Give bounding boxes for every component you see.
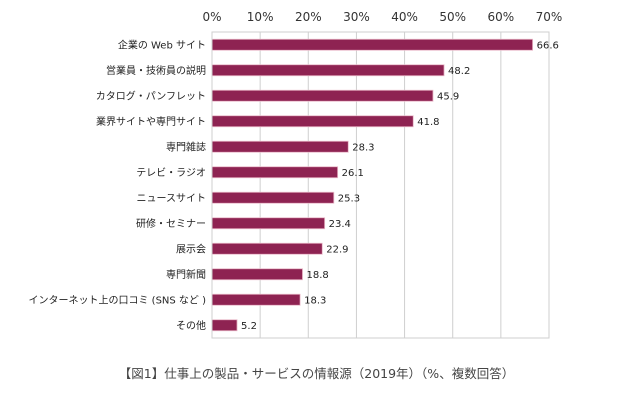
category-labels: 企業の Web サイト営業員・技術員の説明カタログ・パンフレット業界サイトや専門… <box>28 38 206 332</box>
value-label: 18.3 <box>304 295 326 306</box>
category-label: 専門新聞 <box>166 268 206 281</box>
bar <box>211 140 349 153</box>
category-label: 展示会 <box>176 242 206 255</box>
x-tick-label: 30% <box>343 10 370 24</box>
bar <box>211 293 301 306</box>
bar <box>211 242 323 255</box>
category-label: その他 <box>176 319 206 332</box>
value-label: 23.4 <box>329 219 351 230</box>
value-labels: 66.6 48.2 45.9 41.8 28.3 26.1 25.3 23.4 22.9 18.8… <box>241 40 559 332</box>
bar <box>211 191 335 204</box>
category-label: インターネット上の口コミ (SNS など ) <box>28 294 206 306</box>
value-label: 41.8 <box>417 117 439 128</box>
x-tick-label: 40% <box>391 10 418 24</box>
x-tick-label: 0% <box>202 10 221 24</box>
category-label: 専門雑誌 <box>166 140 206 153</box>
value-label: 25.3 <box>338 193 360 204</box>
bar <box>211 166 339 179</box>
value-label: 48.2 <box>448 66 470 77</box>
value-label: 28.3 <box>352 142 374 153</box>
bar <box>211 89 434 102</box>
bar <box>211 115 414 128</box>
value-label: 18.8 <box>307 270 329 281</box>
chart-caption: 【図1】仕事上の製品・サービスの情報源（2019年）（%、複数回答） <box>118 366 515 381</box>
category-label: 営業員・技術員の説明 <box>106 64 206 77</box>
bar <box>211 64 445 77</box>
x-tick-label: 10% <box>247 10 274 24</box>
x-tick-label: 50% <box>439 10 466 24</box>
x-tick-label: 20% <box>295 10 322 24</box>
bar <box>211 268 303 281</box>
value-label: 45.9 <box>437 91 459 102</box>
bar <box>211 217 326 230</box>
grid-lines <box>211 32 550 338</box>
value-label: 26.1 <box>342 168 364 179</box>
x-tick-label: 70% <box>536 10 563 24</box>
x-axis-ticks: 0% 10% 20% 30% 40% 50% 60% 70% <box>202 10 562 24</box>
bar <box>211 38 534 51</box>
category-label: カタログ・パンフレット <box>96 89 206 102</box>
value-label: 22.9 <box>326 244 348 255</box>
value-label: 66.6 <box>537 40 559 51</box>
plot-frame <box>211 31 550 339</box>
value-label: 5.2 <box>241 321 257 332</box>
bar <box>211 319 238 332</box>
category-label: 業界サイトや専門サイト <box>96 115 206 128</box>
bar-chart: 0% 10% 20% 30% 40% 50% 60% 70% 企業の Web サイト営業員・技… <box>28 10 562 339</box>
category-label: 研修・セミナー <box>136 217 206 230</box>
x-tick-label: 60% <box>488 10 515 24</box>
category-label: ニュースサイト <box>137 192 207 204</box>
category-label: 企業の Web サイト <box>118 38 206 51</box>
category-label: テレビ・ラジオ <box>136 167 206 179</box>
bars <box>211 38 534 332</box>
